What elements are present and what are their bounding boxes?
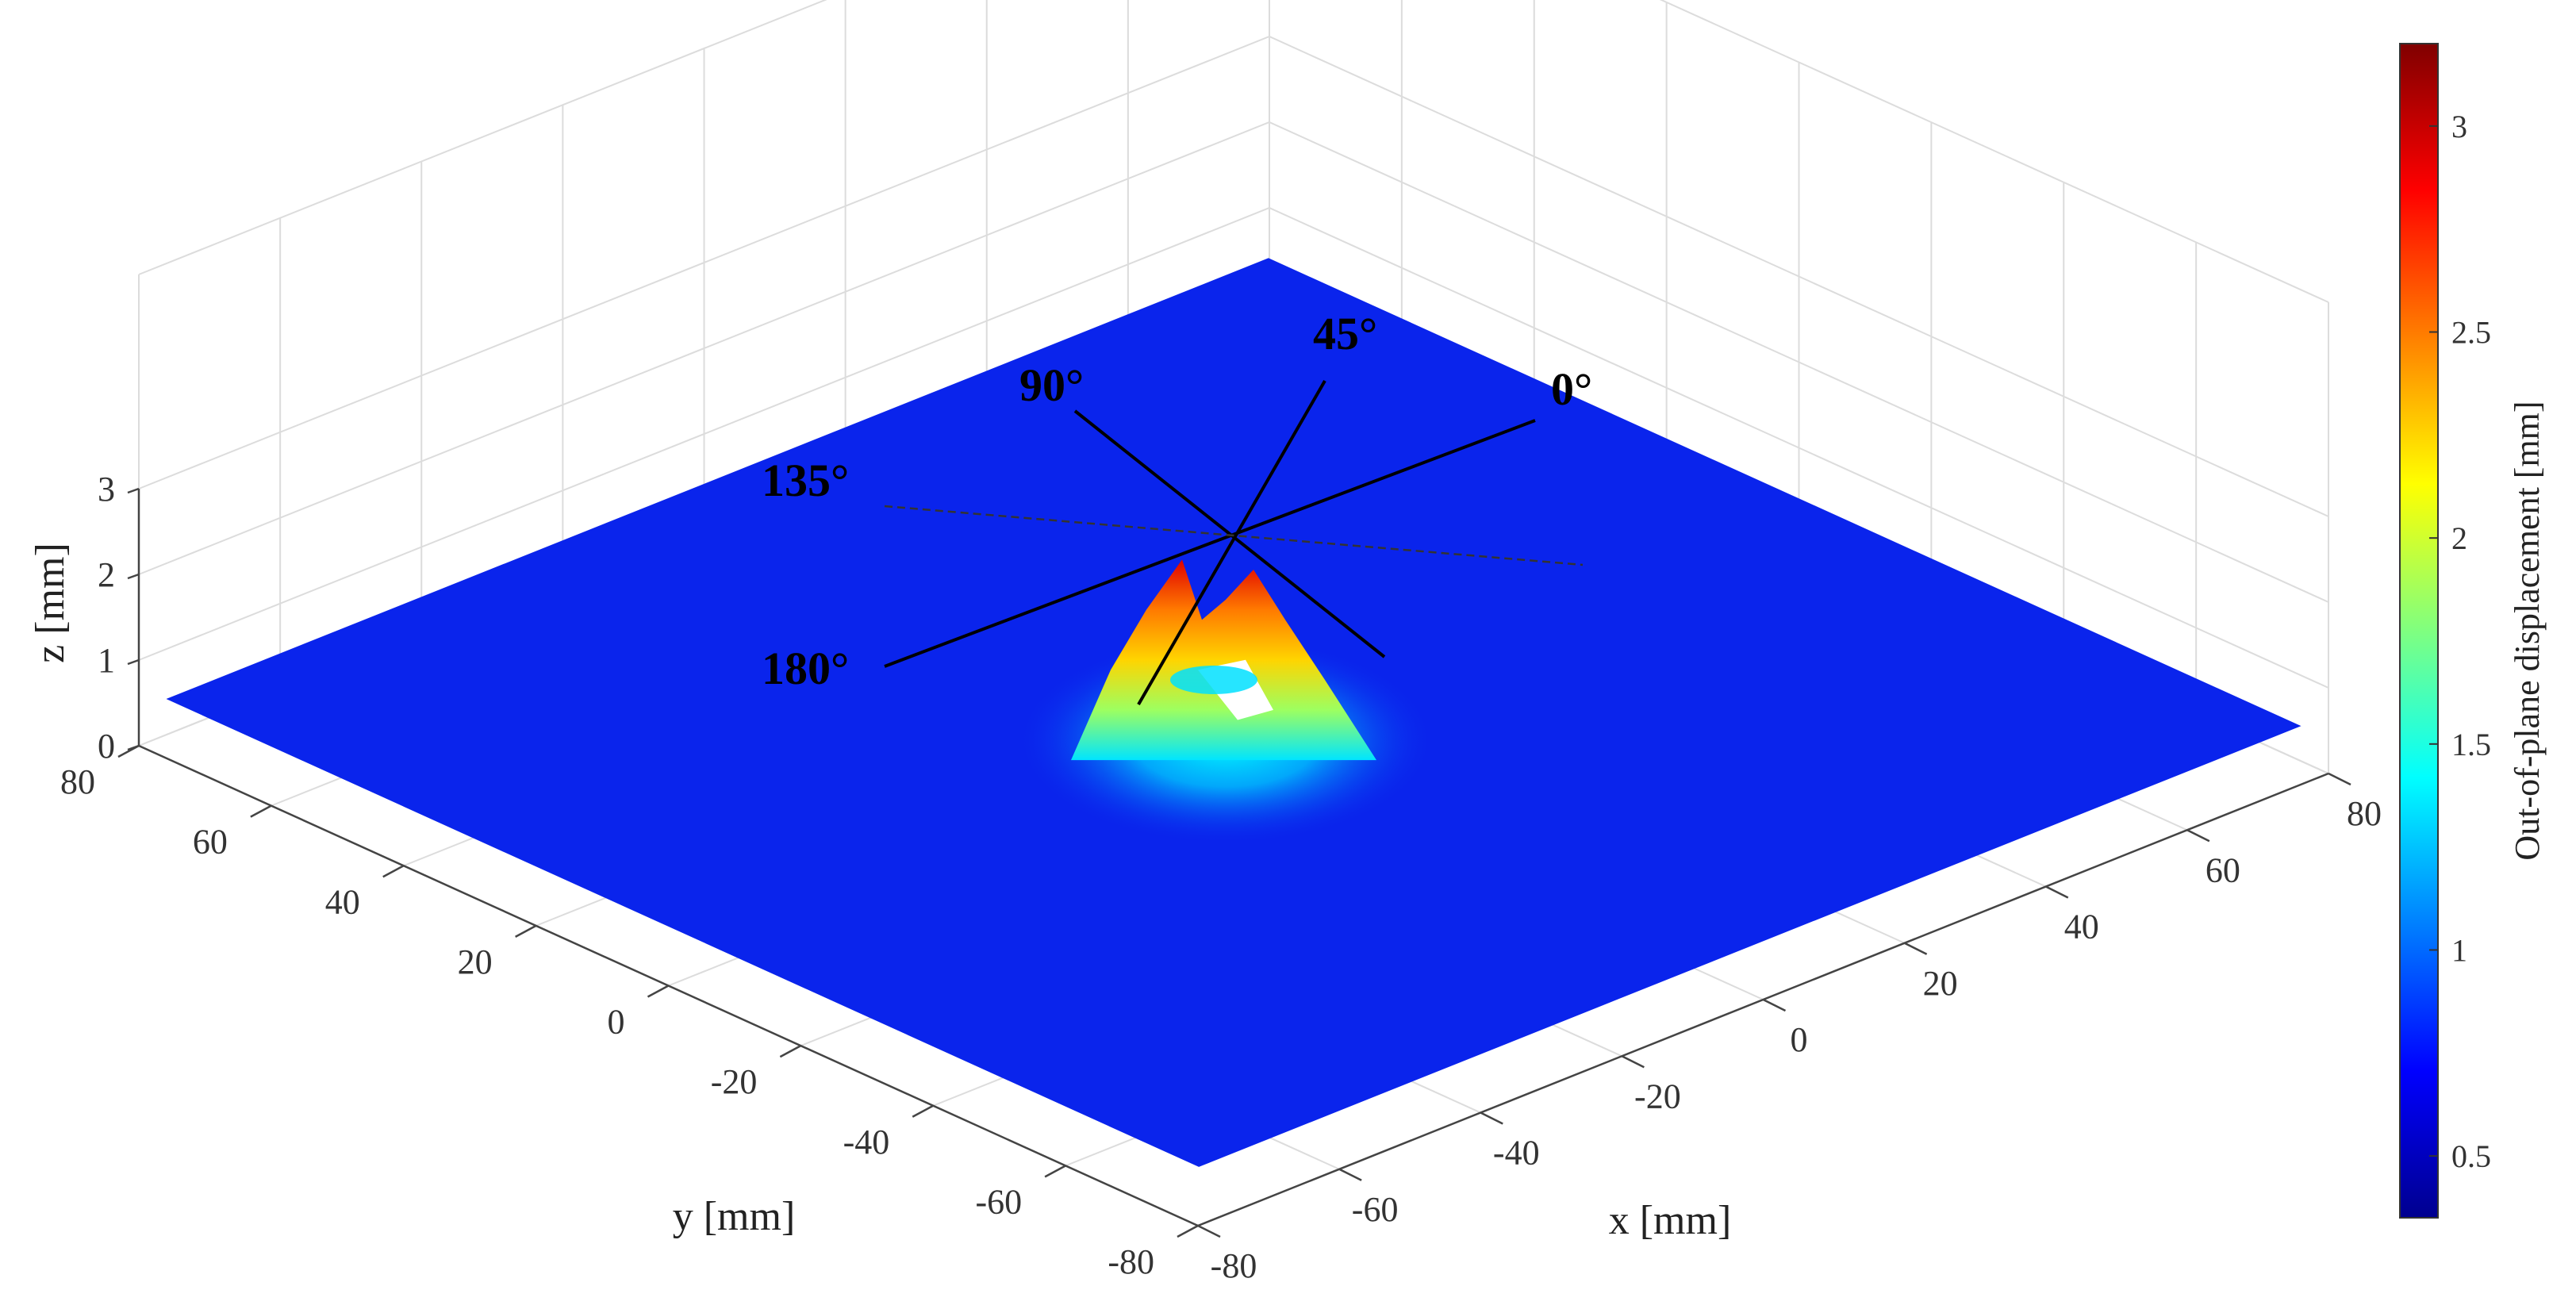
angle-line-dashed	[884, 505, 1584, 566]
angle-labels: 0° 45° 90° 135° 180°	[762, 308, 1592, 694]
z-axis-label: z [mm]	[28, 543, 73, 663]
x-tick-mark	[2045, 885, 2069, 899]
displacement-peak	[1071, 559, 1376, 761]
z-tick-mark	[127, 573, 140, 580]
y-tick-label: -40	[843, 1123, 890, 1161]
y-tick-mark	[1044, 1165, 1066, 1178]
z-tick-mark	[127, 744, 140, 751]
y-axis-label: y [mm]	[673, 1194, 796, 1239]
colorbar	[2399, 43, 2439, 1219]
angle-label: 45°	[1313, 308, 1377, 359]
y-tick-mark	[515, 924, 537, 938]
x-tick-label: -80	[1211, 1246, 1257, 1285]
z-tick-label: 1	[98, 641, 115, 680]
x-tick-label: 80	[2347, 794, 2382, 833]
colorbar-gradient	[2399, 43, 2439, 1219]
angle-label: 180°	[762, 643, 849, 694]
colorbar-tick-label: 0.5	[2451, 1138, 2491, 1174]
y-tick-mark	[250, 804, 272, 818]
x-tick-label: -20	[1634, 1077, 1681, 1115]
angle-line	[1137, 380, 1326, 705]
y-tick-label: 80	[60, 762, 95, 801]
y-tick-label: 60	[193, 823, 228, 862]
y-tick-label: 40	[325, 882, 360, 921]
y-tick-mark	[382, 865, 405, 878]
colorbar-tick-label: 1	[2451, 932, 2467, 968]
x-tick-label: -40	[1493, 1134, 1540, 1173]
y-tick-label: -20	[711, 1062, 758, 1101]
x-tick-label: 60	[2206, 850, 2240, 889]
wall-grid-line	[138, 206, 2329, 689]
x-tick-label: 20	[1923, 964, 1958, 1003]
colorbar-tick-label: 2	[2451, 520, 2467, 556]
x-tick-label: 40	[2064, 908, 2099, 946]
angle-line	[884, 419, 1536, 668]
colorbar-label: Out-of-plane displacement [mm]	[2508, 401, 2547, 860]
y-tick-label: -60	[975, 1182, 1022, 1221]
z-tick-mark	[127, 487, 140, 494]
y-tick-mark	[779, 1045, 801, 1058]
x-tick-mark	[1762, 998, 1787, 1012]
z-tick-label: 0	[98, 727, 115, 766]
wall-grid-line	[138, 35, 2329, 517]
x-tick-mark	[1621, 1055, 1645, 1069]
x-tick-mark	[1338, 1168, 1362, 1181]
angle-label: 0°	[1551, 363, 1592, 415]
x-tick-label: -60	[1352, 1190, 1399, 1229]
x-tick-mark	[1197, 1224, 1221, 1238]
x-tick-mark	[1904, 942, 1928, 955]
colorbar-tick-label: 1.5	[2451, 727, 2491, 762]
x-axis-label: x [mm]	[1609, 1198, 1732, 1243]
y-tick-label: 0	[608, 1003, 625, 1042]
colorbar-tick-label: 3	[2451, 109, 2467, 144]
y-tick-mark	[1177, 1224, 1199, 1238]
y-tick-mark	[912, 1104, 934, 1118]
angle-label: 90°	[1019, 359, 1084, 411]
y-tick-label: 20	[458, 942, 493, 981]
x-tick-mark	[2186, 829, 2210, 843]
wall-grid-line	[138, 121, 2329, 603]
angle-lines	[884, 380, 1584, 705]
y-tick-mark	[647, 985, 670, 998]
peak-inner-ring	[1170, 666, 1257, 695]
axis-lines	[117, 487, 2351, 1238]
peak-body	[1071, 559, 1376, 761]
x-tick-label: 0	[1791, 1020, 1808, 1059]
x-tick-mark	[1480, 1111, 1503, 1125]
colorbar-tick-label: 2.5	[2451, 315, 2491, 351]
angle-label: 135°	[762, 455, 849, 506]
x-tick-mark	[2328, 772, 2351, 786]
z-tick-mark	[127, 658, 140, 666]
z-tick-label: 3	[98, 470, 115, 509]
tick-labels: -80-60-40-20020406080806040200-20-40-60-…	[60, 470, 2382, 1285]
colorbar-ticks: 0.5 1 1.5 2 2.5 3	[2429, 109, 2491, 1174]
angle-line	[1073, 409, 1386, 658]
wall-top-edge	[138, 0, 2329, 303]
z-tick-label: 2	[98, 555, 115, 594]
y-tick-label: -80	[1108, 1242, 1154, 1281]
